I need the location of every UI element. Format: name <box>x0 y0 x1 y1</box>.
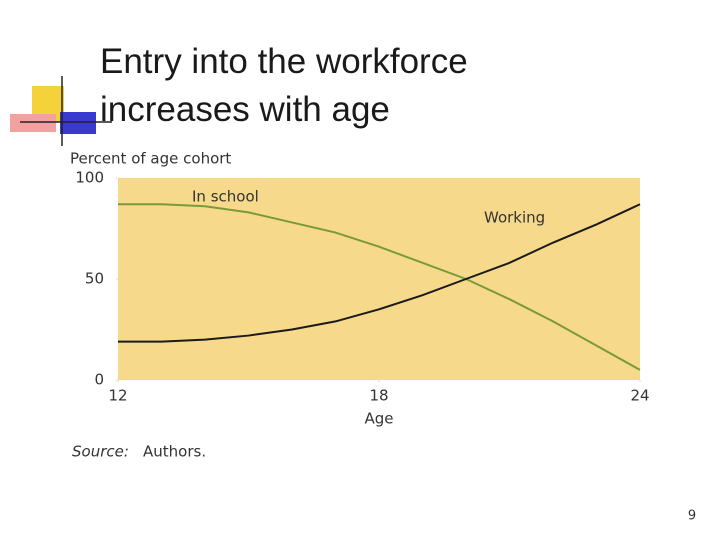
slide-title: Entry into the workforce increases with … <box>100 42 468 129</box>
series-label: Working <box>484 209 545 227</box>
x-tick-label: 18 <box>369 387 388 405</box>
series-line <box>118 203 641 371</box>
decoration <box>60 112 96 134</box>
series-label: In school <box>192 188 259 206</box>
x-tick-label: 12 <box>108 387 127 405</box>
page-number: 9 <box>688 509 696 524</box>
source-text: Authors. <box>143 443 206 461</box>
y-axis-label: Percent of age cohort <box>70 150 231 168</box>
x-axis-label: Age <box>364 410 393 428</box>
decoration <box>10 114 56 132</box>
plot-area <box>118 178 640 380</box>
x-tick-label: 24 <box>630 387 649 405</box>
source-label: Source: <box>72 443 129 461</box>
y-tick-label: 100 <box>75 169 104 187</box>
y-tick-label: 0 <box>94 371 104 389</box>
y-tick-label: 50 <box>85 270 104 288</box>
series-line <box>118 203 641 343</box>
